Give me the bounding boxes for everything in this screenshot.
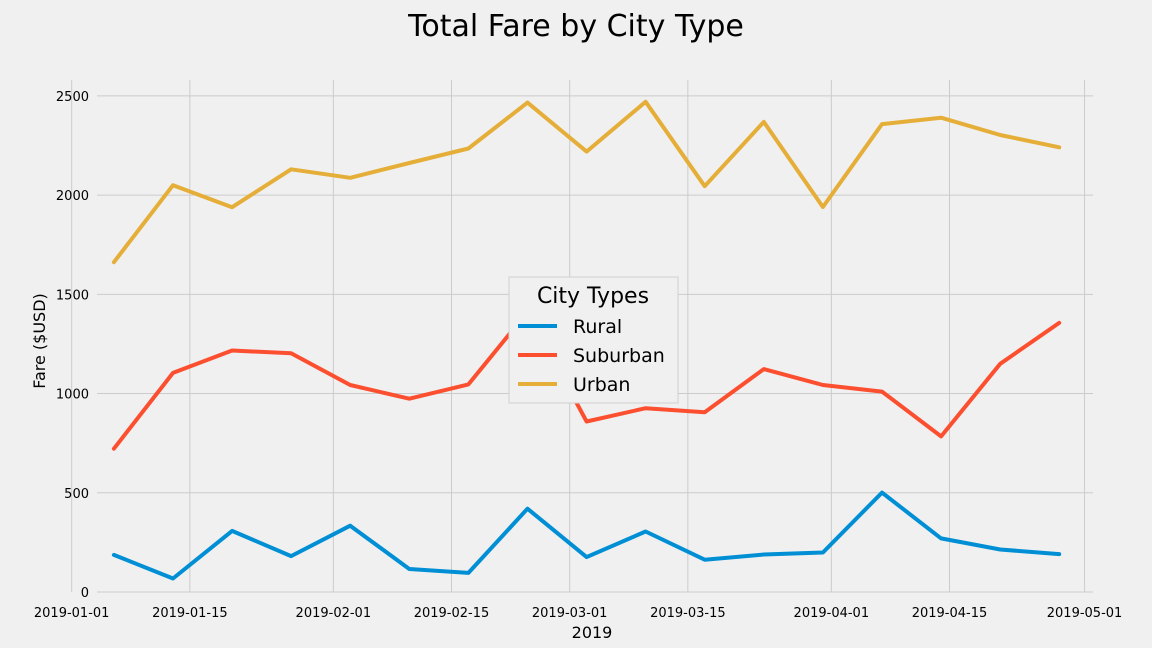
legend-label-rural: Rural (573, 316, 622, 338)
x-tick-label: 2019-03-15 (650, 606, 726, 621)
legend-title: City Types (537, 284, 649, 309)
x-tick-label: 2019-01-01 (34, 606, 110, 621)
x-tick-label: 2019-03-01 (532, 606, 608, 621)
y-tick-label: 1000 (56, 388, 89, 403)
legend-label-urban: Urban (573, 374, 630, 396)
y-tick-label: 500 (64, 487, 89, 502)
y-axis-label: Fare ($USD) (30, 293, 49, 389)
tick-labels: 0 500 1000 1500 2000 2500 2019-01-01 2019-01-15… (34, 90, 1122, 621)
x-tick-label: 2019-02-01 (296, 606, 372, 621)
series-line-rural (111, 490, 1062, 581)
x-tick-label: 2019-02-15 (414, 606, 490, 621)
legend: City Types Rural Suburban Urban (508, 276, 679, 404)
chart-title: Total Fare by City Type (407, 9, 744, 44)
legend-label-suburban: Suburban (573, 345, 665, 367)
legend-entries: Rural Suburban Urban (518, 316, 665, 396)
y-tick-label: 2000 (56, 189, 89, 204)
series-lines (111, 99, 1062, 581)
x-axis-label: 2019 (572, 623, 613, 642)
x-tick-label: 2019-05-01 (1047, 606, 1123, 621)
x-tick-label: 2019-04-01 (794, 606, 870, 621)
legend-box (508, 276, 679, 404)
y-tick-label: 1500 (56, 288, 89, 303)
x-tick-label: 2019-04-15 (912, 606, 988, 621)
y-tick-label: 2500 (56, 90, 89, 105)
series-line-urban (111, 99, 1062, 265)
y-tick-label: 0 (81, 586, 89, 601)
x-tick-label: 2019-01-15 (152, 606, 228, 621)
series-line-suburban (111, 309, 1062, 451)
